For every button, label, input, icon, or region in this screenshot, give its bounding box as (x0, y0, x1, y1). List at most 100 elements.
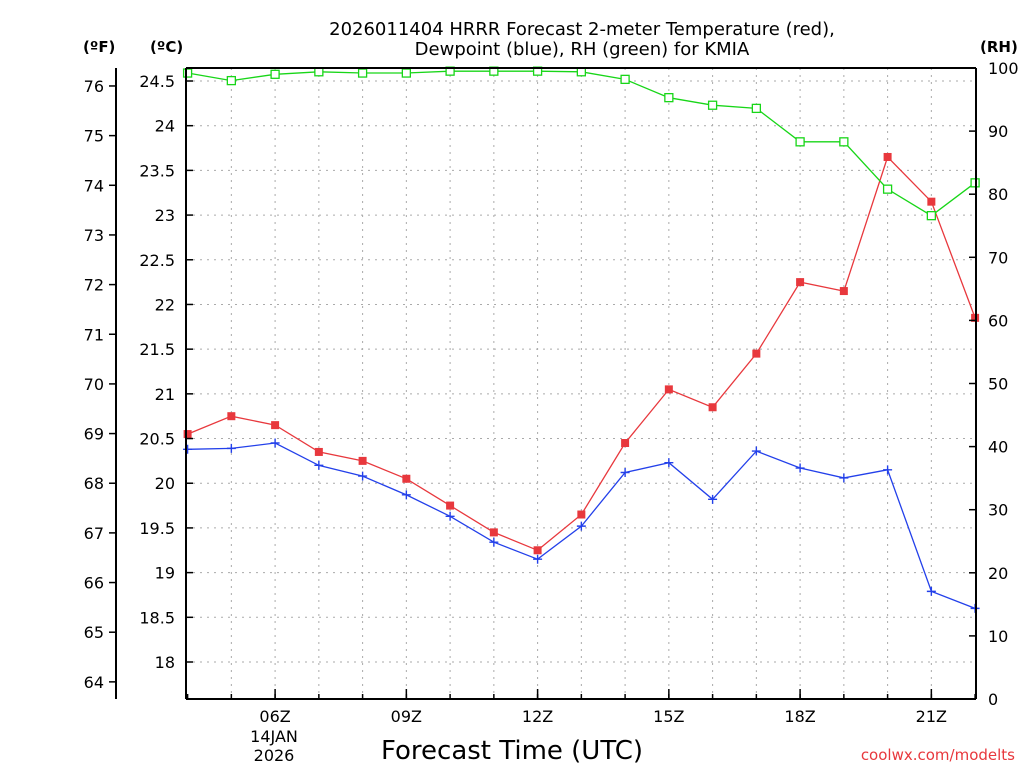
celsius-tick-label: 24 (155, 117, 175, 136)
x-tick-label: 12Z (522, 707, 553, 726)
date-label-year: 2026 (254, 746, 295, 765)
dewpoint-point (489, 537, 499, 547)
temperature-point (533, 546, 542, 555)
dewpoint-point (751, 446, 761, 456)
rh-tick-label: 20 (988, 564, 1008, 583)
celsius-tick-label: 22.5 (139, 251, 175, 270)
fahrenheit-tick-label: 72 (84, 276, 104, 295)
dewpoint-point (401, 490, 411, 500)
dewpoint-point (183, 444, 193, 454)
rh-point (620, 74, 630, 85)
rh-point (182, 68, 193, 78)
rh-point (664, 93, 674, 103)
rh-tick-label: 80 (988, 185, 1008, 204)
x-tick-label: 18Z (784, 707, 815, 726)
rh-tick-label: 60 (988, 311, 1008, 330)
dewpoint-point (576, 521, 586, 531)
celsius-tick-label: 24.5 (139, 72, 175, 91)
temperature-point (752, 349, 761, 358)
rh-tick-label: 30 (988, 501, 1008, 520)
grid-lines (186, 68, 976, 699)
dewpoint-point (358, 471, 368, 481)
fahrenheit-tick-label: 67 (84, 524, 104, 543)
dewpoint-point (533, 554, 543, 564)
x-tick-label: 09Z (391, 707, 422, 726)
temperature-point (577, 510, 586, 519)
fahrenheit-tick-label: 69 (84, 425, 104, 444)
axes (109, 67, 977, 700)
x-tick-label: 15Z (653, 707, 684, 726)
temperature-point (402, 474, 411, 483)
date-label-day: 14JAN (250, 727, 298, 746)
dewpoint-point (620, 468, 630, 478)
celsius-tick-label: 22 (155, 295, 175, 314)
dewpoint-point (226, 443, 236, 453)
rh-point (226, 75, 237, 86)
rh-tick-label: 70 (988, 248, 1008, 267)
dewpoint-point (664, 458, 674, 468)
fahrenheit-tick-label: 76 (84, 77, 104, 96)
temperature-point (271, 421, 280, 430)
celsius-tick-label: 19.5 (139, 519, 175, 538)
temperature-point (227, 412, 236, 421)
dewpoint-point (883, 465, 893, 475)
fahrenheit-tick-label: 68 (84, 474, 104, 493)
chart-title-line2: Dewpoint (blue), RH (green) for KMIA (415, 39, 750, 60)
dewpoint-point (795, 463, 805, 473)
rh-tick-label: 50 (988, 375, 1008, 394)
fahrenheit-tick-label: 71 (84, 325, 104, 344)
rh-point (357, 68, 368, 78)
dewpoint-point (839, 473, 849, 483)
x-tick-label: 21Z (916, 707, 947, 726)
celsius-tick-label: 20 (155, 474, 175, 493)
unit-label-fahrenheit: (ºF) (83, 38, 115, 56)
rh-point (751, 103, 761, 114)
rh-point (926, 211, 936, 221)
temperature-point (358, 456, 367, 465)
rh-point (882, 184, 893, 194)
celsius-tick-label: 23 (155, 206, 175, 225)
dewpoint-point (270, 438, 280, 448)
celsius-tick-label: 19 (155, 564, 175, 583)
dewpoint-point (314, 460, 324, 470)
temperature-point (314, 447, 323, 456)
rh-point (839, 137, 849, 147)
chart-title-line1: 2026011404 HRRR Forecast 2-meter Tempera… (329, 19, 835, 40)
temperature-point (883, 152, 892, 161)
credit-link[interactable]: coolwx.com/modelts (861, 746, 1015, 764)
dewpoint-point (926, 586, 936, 596)
rh-point (270, 69, 280, 79)
temperature-point (489, 528, 498, 537)
rh-tick-label: 90 (988, 122, 1008, 141)
rh-tick-label: 0 (988, 690, 998, 709)
rh-point (707, 100, 718, 110)
rh-point (401, 68, 412, 78)
celsius-tick-label: 21.5 (139, 340, 175, 359)
rh-tick-label: 40 (988, 438, 1008, 457)
unit-label-rh: (RH) (980, 38, 1018, 56)
fahrenheit-tick-label: 73 (84, 226, 104, 245)
temperature-point (621, 439, 630, 448)
dewpoint-point (445, 511, 455, 521)
temperature-point (927, 197, 936, 206)
temperature-point (446, 501, 455, 510)
fahrenheit-tick-label: 65 (84, 623, 104, 642)
temperature-point (664, 385, 673, 394)
fahrenheit-tick-label: 74 (84, 176, 104, 195)
celsius-tick-label: 18 (155, 653, 175, 672)
x-axis-label: Forecast Time (UTC) (381, 736, 643, 766)
fahrenheit-tick-label: 70 (84, 375, 104, 394)
temperature-point (183, 430, 192, 439)
fahrenheit-tick-label: 64 (84, 673, 104, 692)
tick-labels: 18 18.5 19 19.5 20 20.5 21 21.5 22 22.5 23 23.5 24 24… (84, 59, 1019, 726)
rh-point (795, 137, 805, 147)
celsius-tick-label: 20.5 (139, 430, 175, 449)
temperature-point (796, 278, 805, 287)
temperature-point (708, 403, 717, 412)
celsius-tick-label: 18.5 (139, 608, 175, 627)
unit-label-celsius: (ºC) (150, 38, 183, 56)
fahrenheit-tick-label: 75 (84, 127, 104, 146)
temperature-point (839, 287, 848, 296)
fahrenheit-tick-label: 66 (84, 574, 104, 593)
